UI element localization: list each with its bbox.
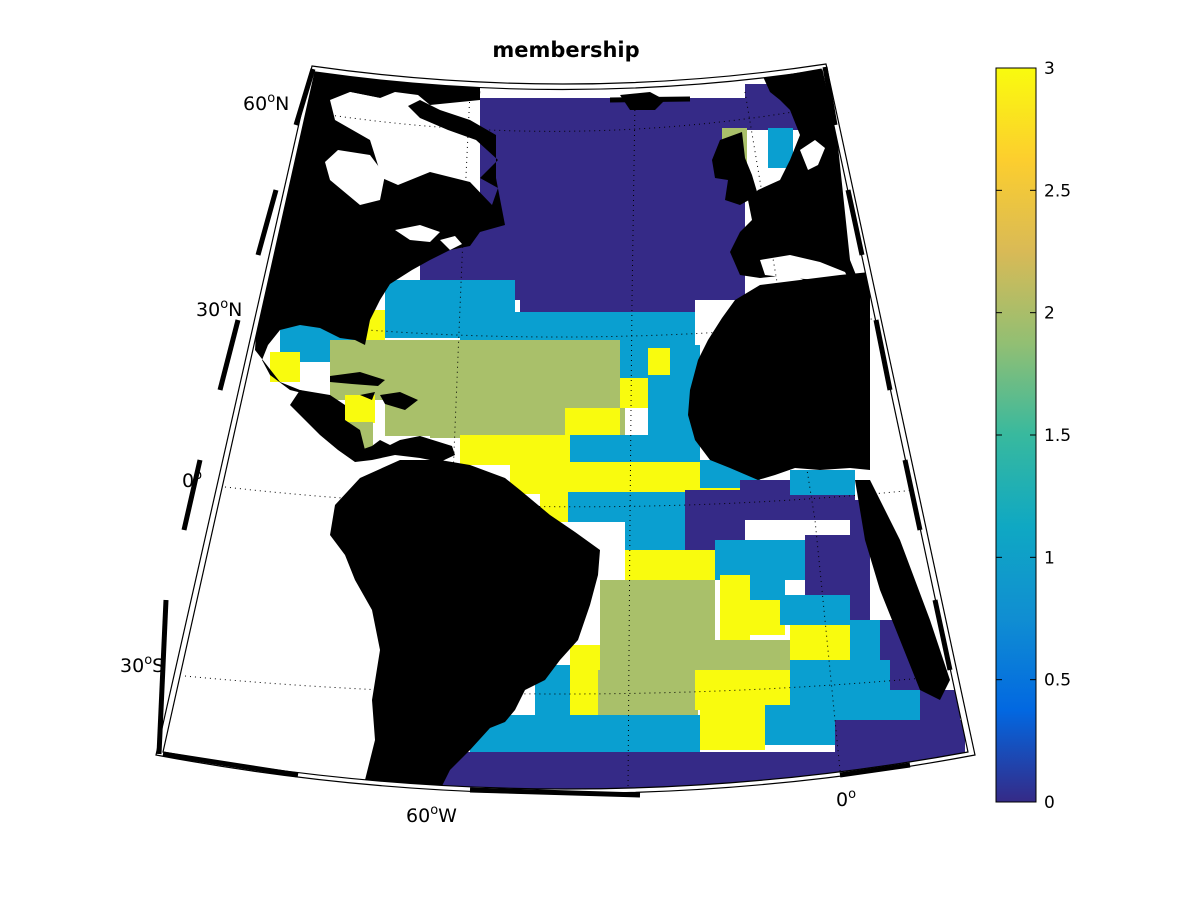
colorbar-tick-label: 0.5: [1044, 671, 1071, 691]
membership-cell: [625, 550, 715, 580]
membership-cell: [835, 720, 965, 755]
membership-cell: [565, 408, 620, 438]
membership-cell: [648, 348, 670, 376]
colorbar-tick-label: 1: [1044, 548, 1055, 568]
colorbar: 0 0.5 1 1.5 2 2.5 3: [995, 59, 1071, 813]
great-lakes: [395, 225, 462, 250]
membership-cells: [270, 84, 968, 789]
africa-land: [688, 272, 870, 480]
map-area: [184, 70, 968, 789]
lat-label-60n: 60oN: [243, 91, 289, 115]
lat-label-0: 0o: [182, 468, 202, 492]
frame-segment: [162, 751, 299, 778]
membership-cell: [715, 640, 790, 670]
frame-segment: [181, 459, 203, 531]
lon-label-60w: 60oW: [406, 803, 457, 827]
membership-cell: [715, 540, 805, 580]
british-isles-land: [712, 132, 758, 205]
membership-cell: [670, 345, 700, 375]
membership-cell: [620, 378, 648, 408]
land-masses: [240, 70, 950, 789]
hudson-bay: [325, 150, 385, 205]
membership-cell: [620, 340, 648, 380]
membership-cell: [280, 322, 302, 352]
frame-segment: [217, 319, 241, 391]
membership-cell: [430, 380, 460, 438]
frame-segment: [609, 96, 691, 103]
meridian-0: [744, 91, 843, 789]
lon-labels: 60oW 0o: [406, 787, 856, 827]
europe-land: [730, 70, 858, 285]
frame-segment: [293, 68, 316, 126]
membership-cell: [430, 752, 968, 789]
map-title: membership: [492, 38, 639, 62]
north-america-land: [240, 70, 505, 455]
parallel-30n: [261, 317, 881, 338]
membership-cell: [480, 98, 745, 300]
lat-label-30n: 30oN: [196, 297, 242, 321]
membership-cell: [345, 395, 375, 423]
membership-cell: [700, 705, 765, 750]
meridian-30w: [627, 99, 636, 789]
colorbar-tick-label: 2: [1044, 304, 1055, 324]
membership-cell: [570, 435, 700, 465]
frame-segment: [822, 66, 838, 126]
south-america-land: [330, 460, 600, 789]
membership-cell: [768, 128, 793, 168]
parallel-30s: [184, 675, 946, 695]
membership-cell: [570, 645, 600, 715]
colorbar-ticks: 0 0.5 1 1.5 2 2.5 3: [996, 59, 1071, 813]
colorbar-gradient: [995, 67, 1037, 803]
map-frame: [155, 63, 976, 798]
membership-cell: [750, 600, 785, 635]
membership-cell: [460, 435, 570, 465]
membership-cell: [470, 715, 700, 755]
caribbean-islands: [330, 372, 418, 410]
colorbar-tick-label: 2.5: [1044, 181, 1071, 201]
frame-segment: [839, 762, 911, 778]
baltic-sea: [800, 140, 825, 170]
membership-cell: [598, 670, 698, 715]
africa-southwest-land: [855, 480, 950, 700]
membership-cell: [600, 580, 715, 670]
frame-segment: [156, 599, 169, 755]
frame-segment: [255, 189, 279, 256]
colorbar-tick-label: 0: [1044, 793, 1055, 813]
frame-segment: [845, 189, 865, 256]
membership-cell: [790, 625, 850, 660]
membership-cell: [765, 705, 835, 745]
frame-segment: [469, 787, 641, 798]
greenland-island-gap: [346, 92, 392, 125]
membership-cell: [805, 535, 855, 595]
lon-label-0: 0o: [836, 787, 856, 811]
mediterranean: [760, 255, 850, 282]
parallel-0: [224, 486, 916, 508]
graticule: [184, 91, 946, 789]
colorbar-tick-label: 3: [1044, 59, 1055, 79]
frame-segment: [932, 599, 953, 671]
membership-cell: [720, 575, 750, 640]
membership-cell: [790, 470, 855, 495]
membership-cell: [568, 492, 688, 522]
parallel-60n: [329, 109, 806, 132]
central-america-land: [290, 390, 455, 462]
colorbar-tick-label: 1.5: [1044, 426, 1071, 446]
frame-segment: [902, 459, 923, 531]
frame-segment: [419, 83, 481, 97]
lat-label-30s: 30oS: [120, 653, 164, 677]
membership-cell: [498, 180, 520, 220]
frame-segment: [873, 319, 893, 391]
frame-segment: [781, 68, 823, 81]
membership-cell: [780, 595, 850, 625]
lat-labels: 60oN 30oN 0o 30oS: [120, 91, 289, 677]
